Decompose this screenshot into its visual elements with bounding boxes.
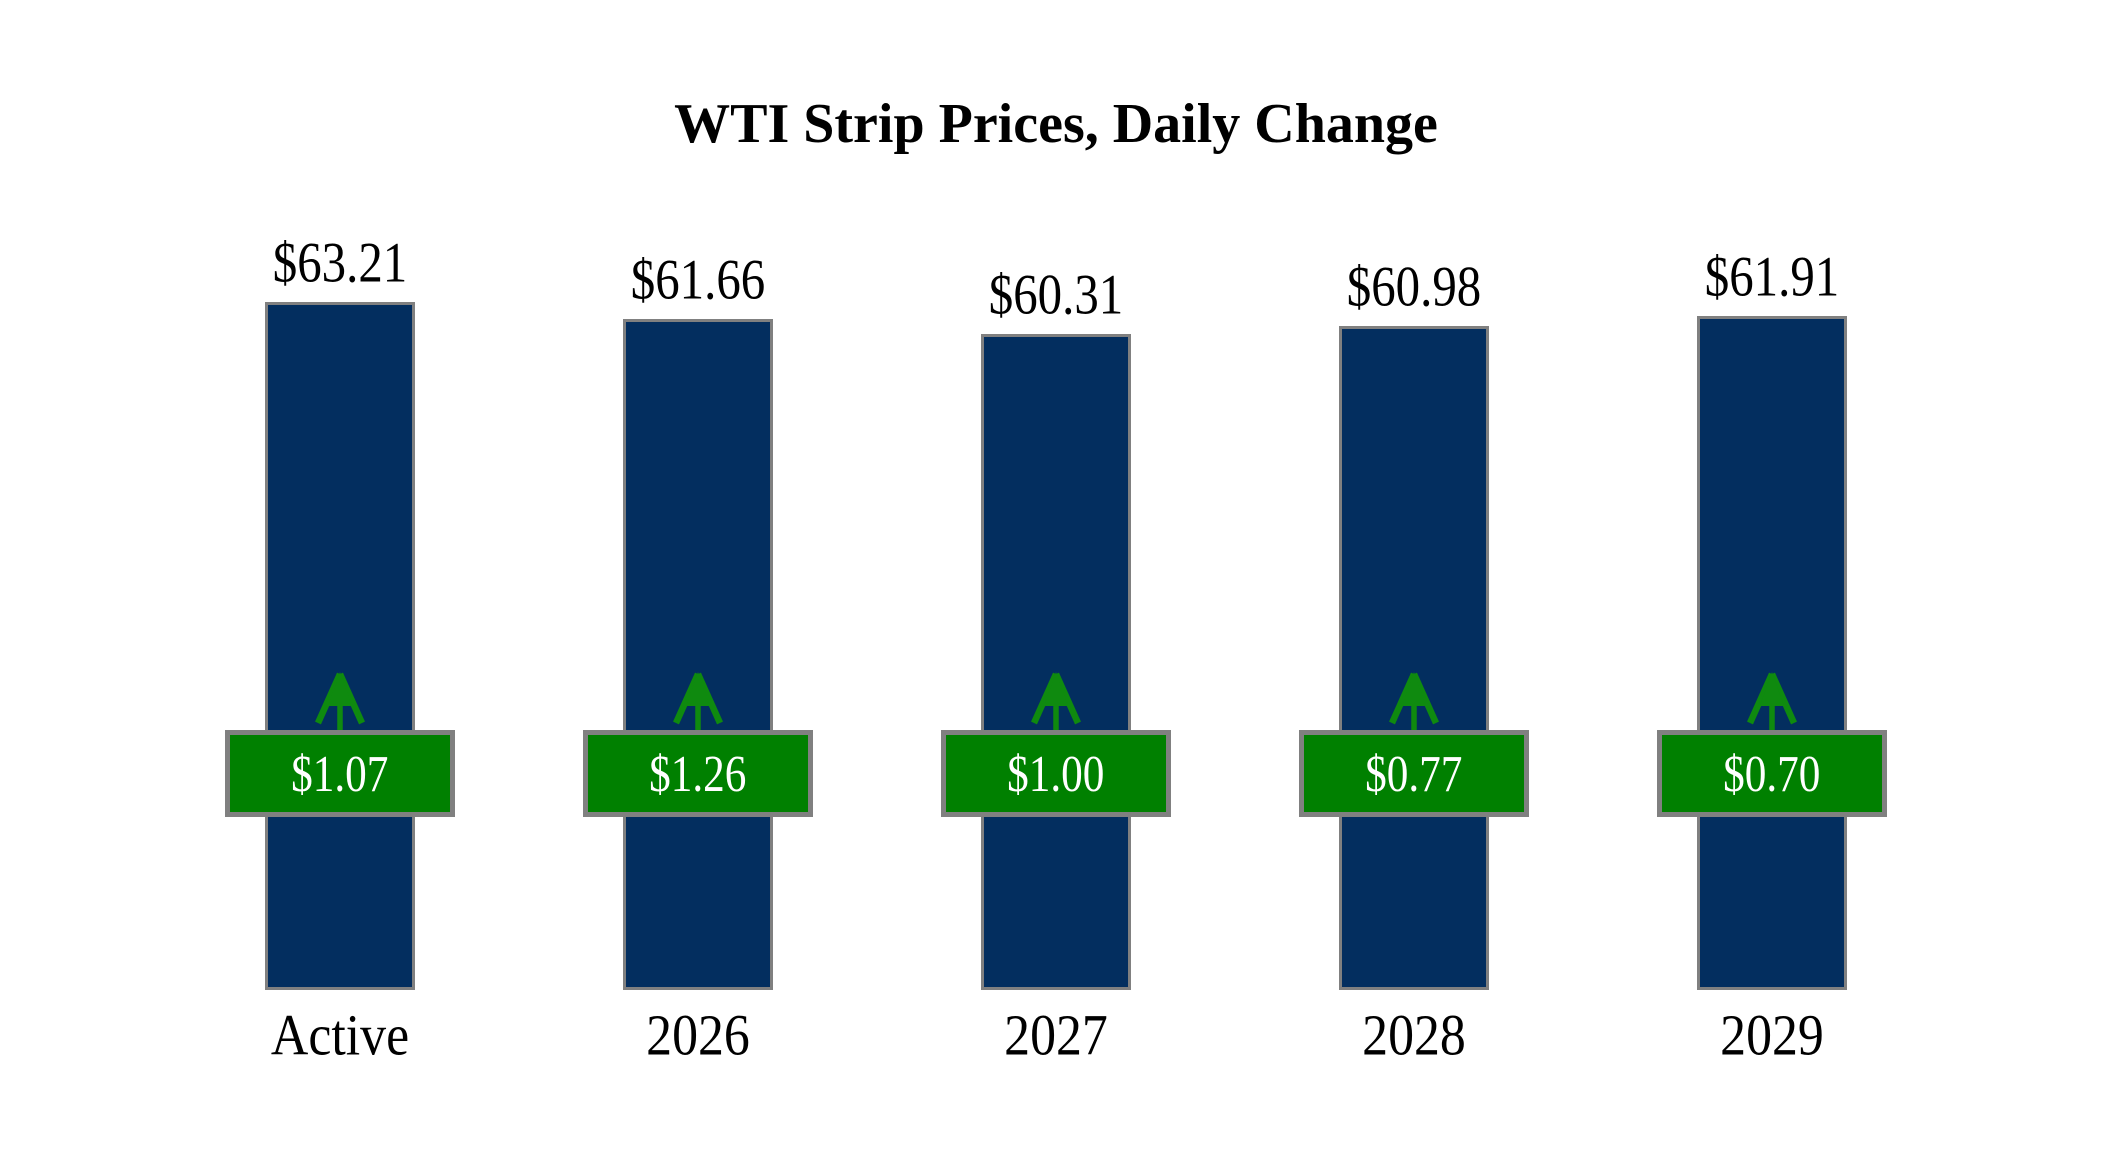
bar-value-label: $63.21 (272, 232, 408, 295)
change-badge: $1.00 (941, 730, 1171, 817)
bar (623, 319, 773, 990)
up-arrow-icon (673, 672, 723, 730)
bar (265, 302, 415, 990)
bar (1339, 326, 1489, 990)
change-badge: $1.07 (225, 730, 455, 817)
chart-title: WTI Strip Prices, Daily Change (674, 93, 1438, 155)
change-badge-label: $0.70 (1723, 744, 1821, 802)
category-label: Active (270, 1002, 410, 1068)
up-arrow-icon (315, 672, 365, 730)
change-badge-label: $0.77 (1365, 744, 1463, 802)
bar-value-label: $61.66 (630, 249, 766, 312)
change-badge: $0.70 (1657, 730, 1887, 817)
bar-value-label: $61.91 (1704, 246, 1840, 309)
up-arrow-icon (1031, 672, 1081, 730)
bar-column-2029: $61.91 $0.70 2029 (1592, 0, 1952, 1152)
category-label: 2026 (646, 1002, 750, 1068)
change-badge-label: $1.07 (291, 744, 389, 802)
bar (981, 334, 1131, 990)
bar-column-active: $63.21 $1.07 Active (160, 0, 520, 1152)
bar-column-2028: $60.98 $0.77 2028 (1234, 0, 1594, 1152)
category-label: 2027 (1004, 1002, 1108, 1068)
bar-value-label: $60.31 (988, 264, 1124, 327)
change-badge: $1.26 (583, 730, 813, 817)
category-label: 2029 (1720, 1002, 1824, 1068)
bar-value-label: $60.98 (1346, 256, 1482, 319)
bar (1697, 316, 1847, 990)
bar-column-2027: $60.31 $1.00 2027 (876, 0, 1236, 1152)
up-arrow-icon (1389, 672, 1439, 730)
up-arrow-icon (1747, 672, 1797, 730)
category-label: 2028 (1362, 1002, 1466, 1068)
bar-column-2026: $61.66 $1.26 2026 (518, 0, 878, 1152)
change-badge: $0.77 (1299, 730, 1529, 817)
change-badge-label: $1.00 (1007, 744, 1105, 802)
change-badge-label: $1.26 (649, 744, 747, 802)
